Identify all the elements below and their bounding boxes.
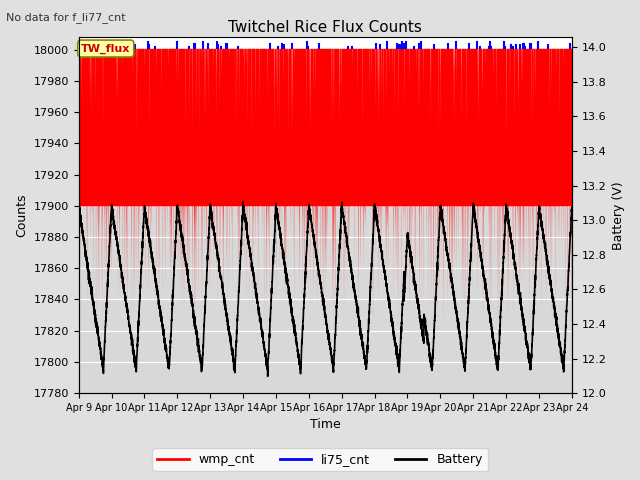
Title: Twitchel Rice Flux Counts: Twitchel Rice Flux Counts (228, 20, 422, 35)
Bar (79, 206, 572, 393)
Text: No data for f_li77_cnt: No data for f_li77_cnt (6, 12, 126, 23)
Y-axis label: Battery (V): Battery (V) (612, 181, 625, 250)
Legend: wmp_cnt, li75_cnt, Battery: wmp_cnt, li75_cnt, Battery (152, 448, 488, 471)
X-axis label: Time: Time (310, 419, 340, 432)
Bar (79, 37, 572, 206)
Text: TW_flux: TW_flux (81, 43, 131, 54)
Y-axis label: Counts: Counts (15, 193, 28, 237)
